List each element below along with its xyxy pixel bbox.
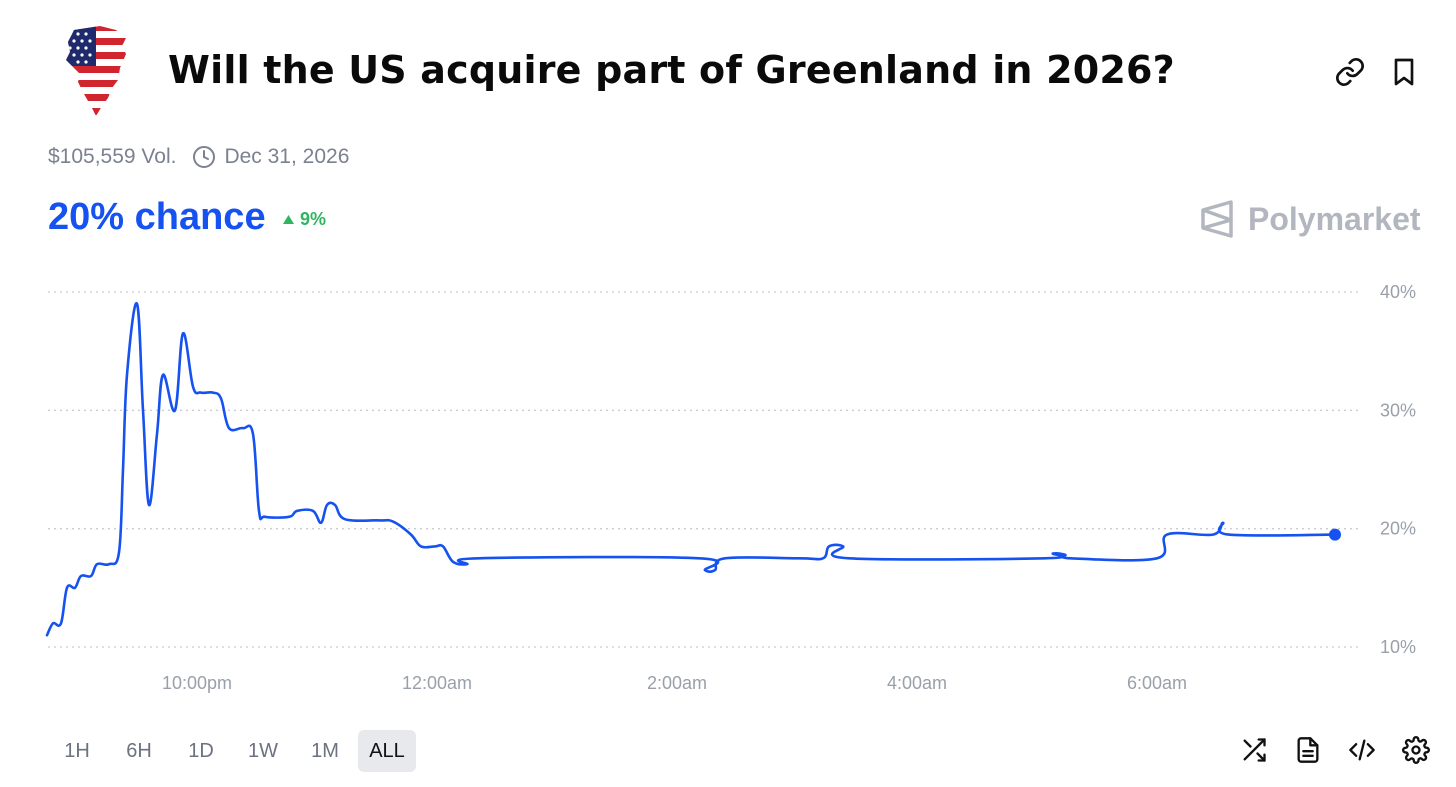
bookmark-icon[interactable] — [1388, 56, 1420, 88]
range-button-all[interactable]: ALL — [358, 730, 416, 772]
x-tick-label: 12:00am — [402, 673, 472, 693]
y-tick-label: 30% — [1380, 400, 1416, 420]
range-button-1h[interactable]: 1H — [64, 739, 90, 762]
range-button-1d[interactable]: 1D — [188, 739, 214, 762]
range-button-1w[interactable]: 1W — [248, 739, 278, 762]
brand-text: Polymarket — [1248, 200, 1421, 237]
series-line — [45, 302, 1337, 637]
shuffle-icon[interactable] — [1240, 736, 1268, 764]
x-tick-label: 4:00am — [887, 673, 947, 693]
y-tick-label: 10% — [1380, 637, 1416, 657]
x-tick-label: 10:00pm — [162, 673, 232, 693]
range-button-6h[interactable]: 6H — [126, 739, 152, 762]
code-icon[interactable] — [1348, 736, 1376, 764]
triangle-up-icon — [283, 215, 294, 224]
series-end-point — [1329, 528, 1341, 541]
x-tick-label: 2:00am — [647, 673, 707, 693]
volume-text: $105,559 Vol. — [48, 145, 177, 168]
y-tick-label: 20% — [1380, 519, 1416, 539]
y-tick-label: 40% — [1380, 282, 1416, 302]
chance-value: 20% chance — [48, 196, 266, 238]
polymarket-brand: Polymarket — [1200, 200, 1421, 238]
chance-delta: 9% — [282, 209, 326, 230]
clock-icon — [193, 146, 216, 168]
market-logo — [66, 26, 126, 116]
document-icon[interactable] — [1294, 736, 1322, 764]
probability-chart: 40% 30% 20% 10% 10:00pm 12:00am 2:00am 4:00am 6… — [45, 282, 1416, 693]
end-date-text: Dec 31, 2026 — [224, 145, 350, 168]
chance-delta-text: 9% — [300, 209, 327, 229]
time-range-selector: 1H 6H 1D 1W 1M ALL — [48, 730, 416, 772]
polymarket-logo-icon — [1201, 200, 1233, 238]
chart-tools — [1240, 736, 1430, 764]
end-date: Dec 31, 2026 — [192, 145, 349, 169]
market-title: Will the US acquire part of Greenland in… — [168, 48, 1175, 92]
range-button-1m[interactable]: 1M — [311, 739, 339, 762]
x-tick-label: 6:00am — [1127, 673, 1187, 693]
market-meta: $105,559 Vol. Dec 31, 2026 — [48, 145, 349, 169]
link-icon[interactable] — [1334, 56, 1366, 88]
settings-icon[interactable] — [1402, 736, 1430, 764]
